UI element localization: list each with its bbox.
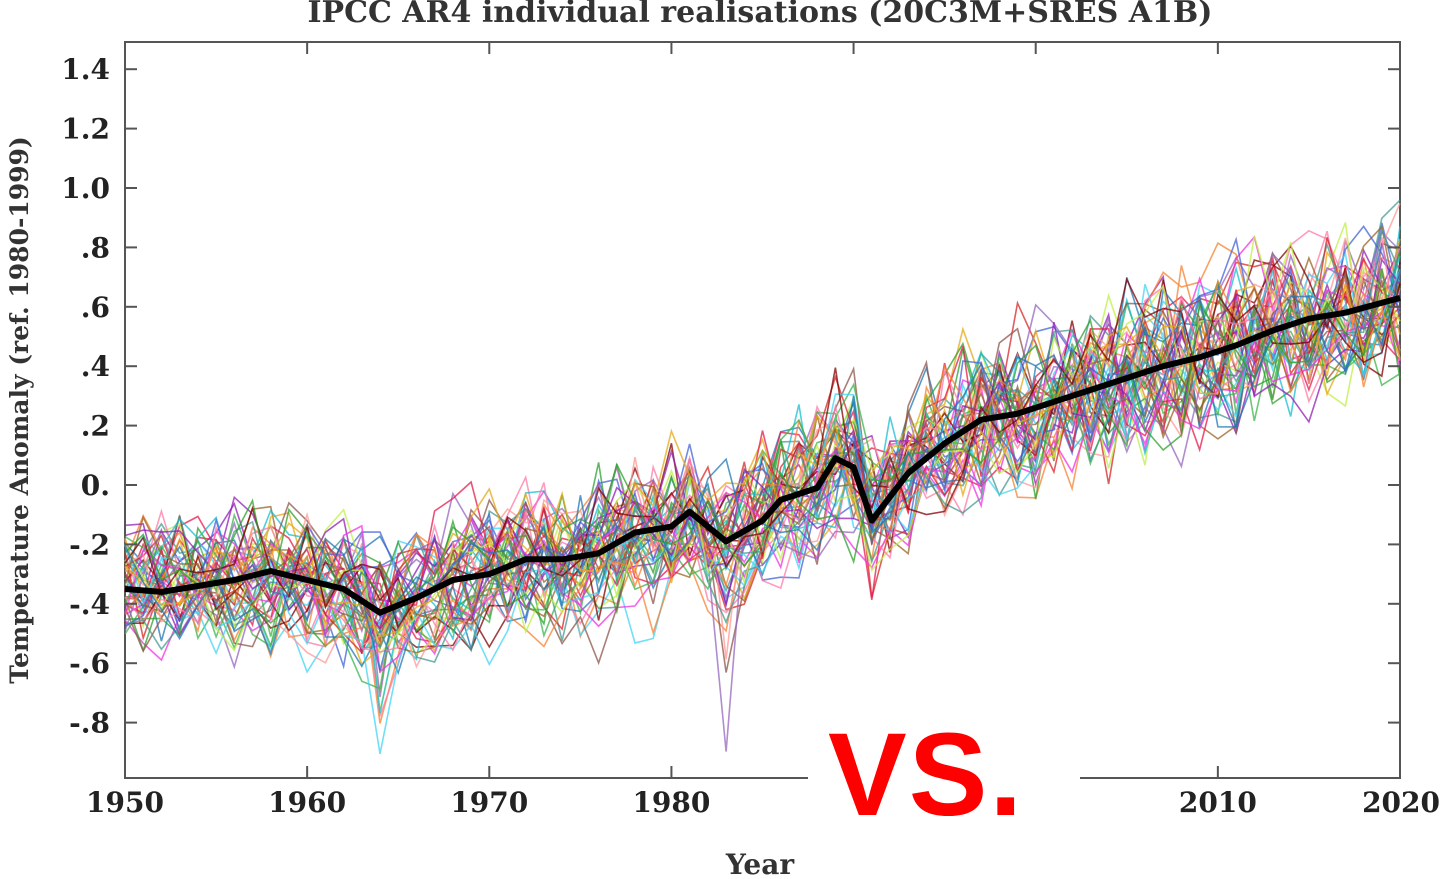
ensemble-mean-line (124, 295, 1401, 616)
ensemble-realisation-line (124, 268, 1401, 626)
plot-area (124, 41, 1401, 779)
y-axis: 1.4 1.2 1.0 .8 .6 .4 .2 0. -.2 -.4 -.6 -.8 (61, 53, 1400, 740)
x-tick-label: 1970 (450, 786, 528, 819)
ensemble-realisation-line (124, 284, 1401, 638)
y-tick-label: -.4 (69, 588, 110, 621)
y-tick-label: -.6 (69, 647, 110, 680)
plot-frame (124, 41, 1401, 779)
x-tick-label: 1950 (86, 786, 164, 819)
ensemble-lines (124, 199, 1401, 755)
y-tick-label: .2 (81, 410, 110, 443)
y-tick-label: 1.2 (61, 113, 110, 146)
x-axis-label: Year (725, 848, 796, 879)
x-tick-label: 1960 (268, 786, 346, 819)
ensemble-realisation-line (124, 272, 1401, 626)
chart-title: IPCC AR4 individual realisations (20C3M+… (308, 0, 1213, 30)
ensemble-realisation-line (124, 270, 1401, 631)
ensemble-realisation-line (124, 257, 1401, 630)
y-tick-label: .4 (81, 350, 110, 383)
ensemble-realisation-line (124, 278, 1401, 648)
ensemble-realisation-line (124, 273, 1401, 666)
y-tick-label: .6 (81, 291, 110, 324)
y-tick-label: .8 (81, 231, 110, 264)
y-tick-label: -.8 (69, 707, 110, 740)
ensemble-realisation-line (124, 236, 1401, 653)
y-axis-label: Temperature Anomaly (ref. 1980-1999) (5, 136, 34, 684)
y-tick-label: -.2 (69, 528, 110, 561)
y-tick-label: 1.4 (61, 53, 110, 86)
x-tick-label: 1980 (632, 786, 710, 819)
x-tick-label: 2010 (1179, 786, 1257, 819)
y-tick-label: 1.0 (61, 172, 110, 205)
mean-line-group (124, 295, 1401, 616)
y-tick-label: 0. (81, 469, 110, 502)
vs-overlay-text: VS. (828, 709, 1025, 841)
vs-overlay-background (808, 705, 1080, 845)
x-tick-label: 2020 (1362, 786, 1440, 819)
